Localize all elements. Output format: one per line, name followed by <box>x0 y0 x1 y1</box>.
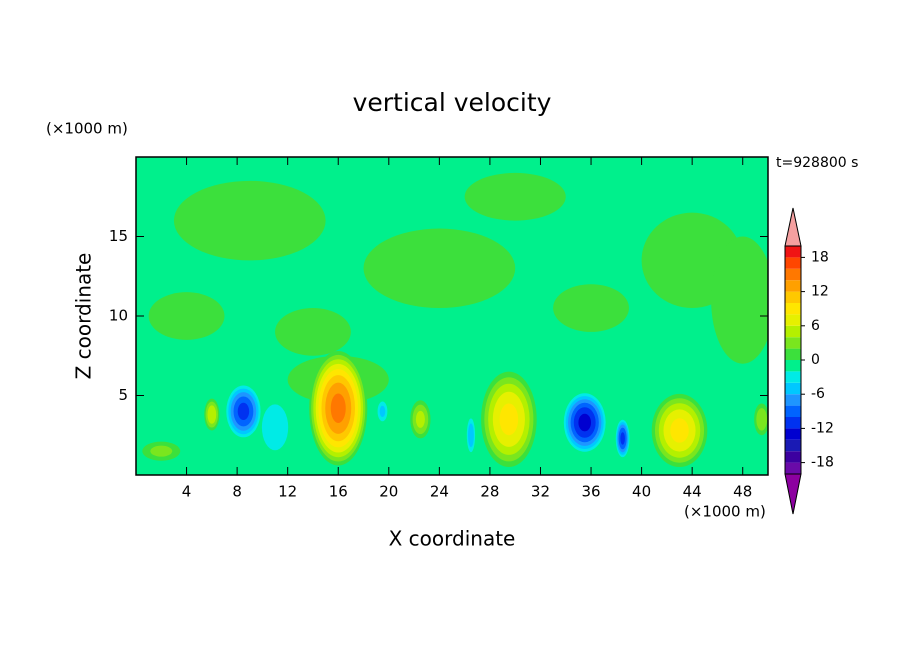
x-tick-label: 32 <box>531 483 550 501</box>
colorbar-segment <box>785 257 801 269</box>
colorbar-segment <box>785 451 801 463</box>
x-tick-label: 48 <box>733 483 752 501</box>
x-tick-label: 4 <box>182 483 192 501</box>
colorbar-tick-label: -18 <box>811 455 834 471</box>
contour-region <box>711 236 768 364</box>
colorbar-segment <box>785 303 801 315</box>
time-label: t=928800 s <box>776 155 858 171</box>
colorbar-tick-label: -12 <box>811 420 834 436</box>
x-tick-label: 24 <box>430 483 449 501</box>
colorbar-tick-label: -6 <box>811 386 825 402</box>
x-tick-label: 28 <box>480 483 499 501</box>
colorbar-segment <box>785 268 801 281</box>
colorbar-segment <box>785 360 801 372</box>
contour-region <box>553 284 629 332</box>
y-tick-label: 15 <box>109 227 128 245</box>
colorbar-segment <box>785 382 801 395</box>
colorbar-segment <box>785 325 801 338</box>
contour-region <box>468 423 474 448</box>
colorbar-segment <box>785 314 801 326</box>
contour-region <box>150 445 173 457</box>
colorbar-segment <box>785 371 801 383</box>
colorbar-tick-label: 6 <box>811 318 820 334</box>
colorbar-under <box>784 473 802 515</box>
contour-region <box>330 393 346 423</box>
contour-region <box>620 432 625 445</box>
y-axis-label: Z coordinate <box>72 253 96 380</box>
x-tick-label: 20 <box>379 483 398 501</box>
x-tick-label: 16 <box>329 483 348 501</box>
colorbar-segment <box>785 348 801 360</box>
chart-title: vertical velocity <box>353 88 552 117</box>
colorbar-segment <box>785 428 801 440</box>
y-tick-label: 10 <box>109 307 128 325</box>
contour-region <box>464 172 566 221</box>
colorbar-segment <box>785 394 801 406</box>
contour-region <box>207 405 217 424</box>
contour-region <box>275 308 351 356</box>
contour-field <box>136 157 768 475</box>
colorbar-tick-label: 0 <box>811 352 820 368</box>
contour-region <box>379 405 386 418</box>
contour-region <box>415 410 425 428</box>
contour-region <box>670 418 689 443</box>
colorbar-segment <box>785 417 801 429</box>
contour-region <box>173 180 326 261</box>
y-unit: (×1000 m) <box>46 120 128 138</box>
x-tick-label: 36 <box>581 483 600 501</box>
contour-region <box>578 413 592 432</box>
contour-region <box>756 408 768 431</box>
contour-region <box>148 292 225 340</box>
x-tick-label: 12 <box>278 483 297 501</box>
colorbar-over <box>784 207 802 247</box>
colorbar-segment <box>785 280 801 292</box>
colorbar-segment <box>785 439 801 452</box>
x-axis-label: X coordinate <box>389 527 516 551</box>
contour-region <box>499 403 519 436</box>
x-tick-label: 8 <box>232 483 242 501</box>
colorbar-segment <box>785 291 801 303</box>
contour-region <box>237 402 250 421</box>
x-unit: (×1000 m) <box>684 503 766 521</box>
colorbar-tick-label: 12 <box>811 284 829 300</box>
contour-region <box>363 228 516 309</box>
x-tick-label: 44 <box>683 483 702 501</box>
x-tick-label: 40 <box>632 483 651 501</box>
contour-region <box>261 404 289 451</box>
colorbar-tick-label: 18 <box>811 249 829 265</box>
colorbar-segment <box>785 337 801 349</box>
y-tick-label: 5 <box>118 386 128 404</box>
colorbar-segment <box>785 246 801 258</box>
colorbar-segment <box>785 462 801 474</box>
colorbar-segment <box>785 405 801 417</box>
